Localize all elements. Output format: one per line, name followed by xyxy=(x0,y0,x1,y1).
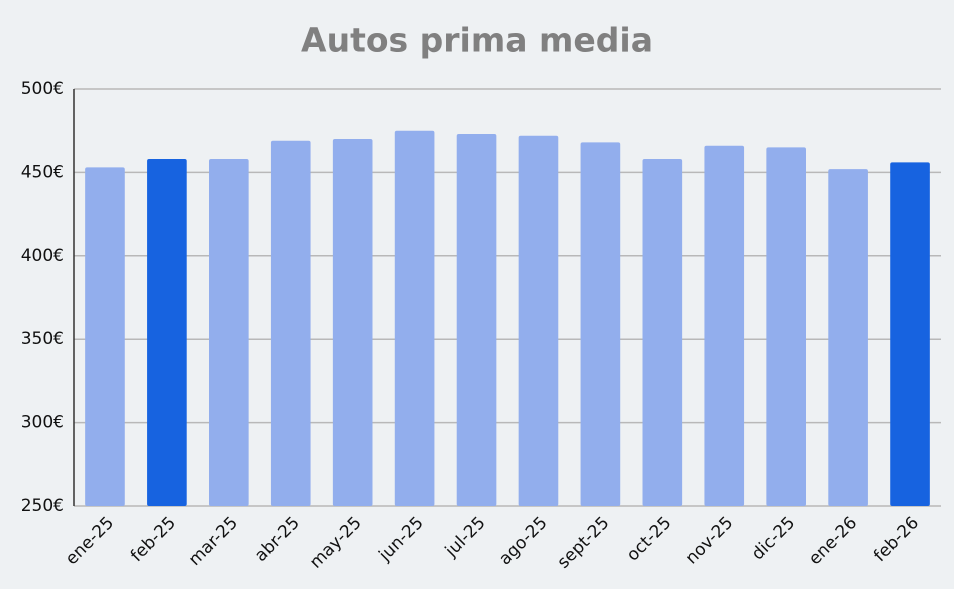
bar xyxy=(580,142,621,506)
y-tick-label: 350€ xyxy=(21,329,64,349)
y-tick-label: 500€ xyxy=(21,79,64,99)
bar xyxy=(704,145,745,506)
y-tick-label: 250€ xyxy=(21,496,64,516)
chart-title: Autos prima media xyxy=(301,21,653,60)
bar xyxy=(766,147,806,506)
bar xyxy=(828,169,868,506)
y-tick-label: 400€ xyxy=(21,246,64,266)
bar xyxy=(394,130,435,506)
bar xyxy=(147,159,187,506)
bar xyxy=(332,139,373,507)
y-tick-label: 450€ xyxy=(21,162,64,182)
bar xyxy=(209,159,249,506)
bar xyxy=(890,162,930,506)
bar xyxy=(518,135,559,507)
bar xyxy=(270,140,311,506)
y-tick-label: 300€ xyxy=(21,413,64,433)
bar xyxy=(85,167,125,506)
bar xyxy=(642,159,683,506)
bar xyxy=(456,134,497,506)
